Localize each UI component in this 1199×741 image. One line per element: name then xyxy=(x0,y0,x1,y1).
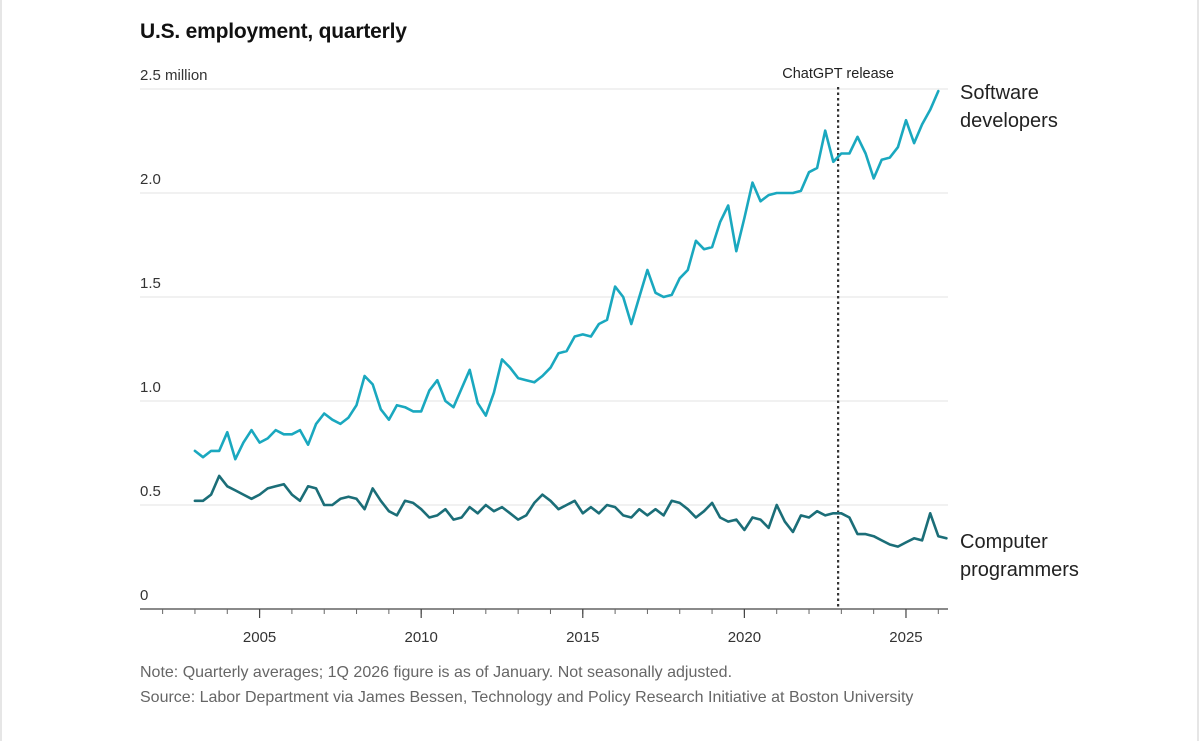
gridlines: 0 0.5 1.0 1.5 2.0 2.5 million xyxy=(140,67,948,604)
chart-note: Note: Quarterly averages; 1Q 2026 figure… xyxy=(140,664,733,681)
y-tick-label-3: 1.5 xyxy=(140,275,161,292)
x-tick-label-3: 2020 xyxy=(728,629,761,646)
y-tick-label-0: 0 xyxy=(140,587,148,604)
chart-title: U.S. employment, quarterly xyxy=(140,20,407,43)
series-label-line: developers xyxy=(960,110,1058,132)
y-tick-label-5: 2.5 million xyxy=(140,67,208,84)
x-tick-label-2: 2015 xyxy=(566,629,599,646)
frame-right-border xyxy=(1197,0,1199,741)
series-label-line: programmers xyxy=(960,559,1079,581)
chart-source: Source: Labor Department via James Besse… xyxy=(140,689,914,706)
chatgpt-release-label: ChatGPT release xyxy=(782,66,894,82)
series-label-1: Computer programmers xyxy=(960,531,1079,581)
series-labels: Software developers Computer programmers xyxy=(960,82,1079,581)
y-tick-label-4: 2.0 xyxy=(140,171,161,188)
x-tick-label-1: 2010 xyxy=(404,629,437,646)
x-tick-label-0: 2005 xyxy=(243,629,276,646)
y-tick-label-1: 0.5 xyxy=(140,483,161,500)
series-line-1 xyxy=(193,474,948,548)
series-line-0 xyxy=(193,89,940,461)
y-tick-label-2: 1.0 xyxy=(140,379,161,396)
x-tick-label-4: 2025 xyxy=(889,629,922,646)
series-label-line: Computer xyxy=(960,531,1048,553)
frame-left-border xyxy=(0,0,2,741)
x-axis: 2005 2010 2015 2020 2025 xyxy=(140,608,948,646)
series-label-line: Software xyxy=(960,82,1039,104)
series-label-0: Software developers xyxy=(960,82,1058,132)
series-lines xyxy=(193,89,948,548)
chatgpt-annotation: ChatGPT release xyxy=(782,66,894,609)
